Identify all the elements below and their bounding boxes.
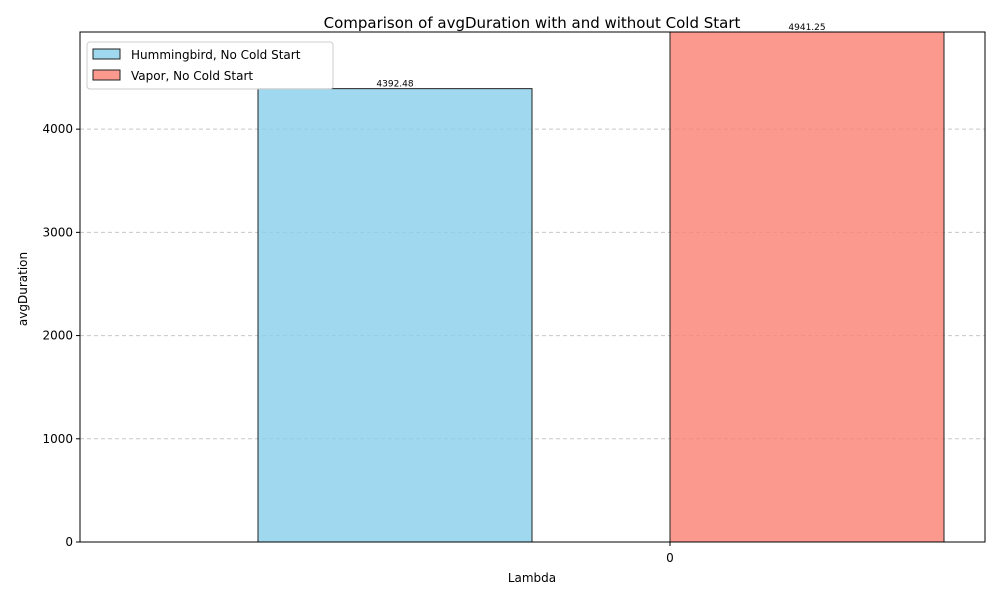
legend: Hummingbird, No Cold Start Vapor, No Col… <box>87 42 333 89</box>
legend-label-hummingbird: Hummingbird, No Cold Start <box>131 48 301 62</box>
x-tick-label: 0 <box>666 551 674 565</box>
legend-swatch-vapor <box>93 70 120 80</box>
x-axis-label: Lambda <box>508 571 556 585</box>
legend-swatch-hummingbird <box>93 49 120 59</box>
data-label-hummingbird: 4392.48 <box>376 80 413 90</box>
y-axis-ticks: 0 1000 2000 3000 4000 <box>42 122 80 549</box>
legend-label-vapor: Vapor, No Cold Start <box>131 69 253 83</box>
bar-hummingbird <box>258 89 532 542</box>
x-axis-ticks: 0 <box>666 542 674 565</box>
y-axis-label: avgDuration <box>16 252 30 326</box>
y-tick-label: 2000 <box>42 329 73 343</box>
y-tick-label: 4000 <box>42 122 73 136</box>
chart-title: Comparison of avgDuration with and witho… <box>324 14 741 32</box>
bars <box>258 32 944 542</box>
y-tick-label: 0 <box>65 535 73 549</box>
bar-vapor <box>670 32 944 542</box>
y-tick-label: 1000 <box>42 432 73 446</box>
y-tick-label: 3000 <box>42 225 73 239</box>
